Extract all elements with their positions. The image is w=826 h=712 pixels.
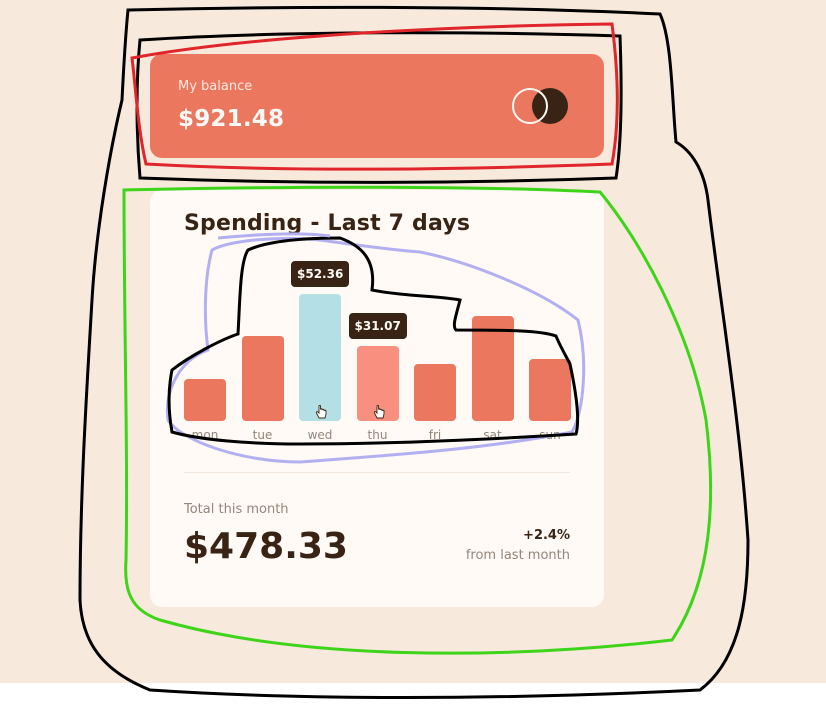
hand-cursor-icon (315, 405, 327, 419)
day-label-sun: sun (539, 428, 561, 442)
tooltip-wed: $52.36 (291, 261, 350, 287)
overlapping-circles-logo-icon (512, 88, 568, 124)
spending-bar-chart: mon tue wed $52.36 thu $31.07 fri sat sun (184, 250, 572, 450)
hand-cursor-icon (373, 405, 384, 419)
day-label-wed: wed (307, 428, 333, 442)
divider (184, 472, 570, 473)
bar-tue[interactable] (241, 336, 284, 421)
tooltip-thu: $31.07 (348, 313, 407, 339)
bar-mon[interactable] (184, 379, 226, 421)
balance-label: My balance (178, 79, 253, 94)
day-label-tue: tue (252, 428, 273, 442)
day-label-fri: fri (428, 428, 442, 442)
day-label-sat: sat (483, 428, 502, 442)
balance-card: My balance $921.48 (150, 54, 604, 158)
change-label: from last month (465, 548, 570, 563)
spending-title: Spending - Last 7 days (184, 211, 471, 236)
bar-wed[interactable] (299, 294, 341, 421)
bar-sun[interactable] (529, 359, 571, 421)
total-month-amount: $478.33 (184, 526, 348, 567)
page-background: My balance $921.48 Spending - Last 7 day… (0, 0, 826, 683)
day-label-thu: thu (367, 428, 388, 442)
change-percent: +2.4% (523, 528, 570, 543)
spending-card: Spending - Last 7 days mon tue wed $52.36 th… (150, 190, 604, 607)
day-label-mon: mon (191, 428, 219, 442)
bar-sat[interactable] (471, 316, 514, 421)
bar-fri[interactable] (414, 364, 456, 421)
total-month-label: Total this month (184, 502, 289, 517)
balance-amount: $921.48 (178, 106, 285, 132)
